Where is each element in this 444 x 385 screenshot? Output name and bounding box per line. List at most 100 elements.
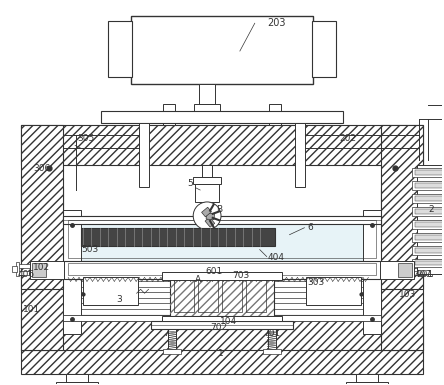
Bar <box>168 329 176 349</box>
Bar <box>246 280 266 312</box>
Bar <box>63 261 381 280</box>
Bar <box>222 280 242 312</box>
Bar <box>325 280 347 302</box>
Bar <box>381 188 423 350</box>
Bar <box>46 266 64 275</box>
Bar <box>306 280 316 290</box>
Text: 503: 503 <box>81 245 98 254</box>
Bar <box>412 271 425 275</box>
Bar <box>295 122 305 187</box>
Text: 203: 203 <box>268 18 286 28</box>
Bar <box>101 110 343 122</box>
Bar <box>415 248 444 253</box>
Bar <box>108 21 132 77</box>
Circle shape <box>193 202 221 230</box>
Bar <box>381 126 423 289</box>
Bar <box>329 283 343 299</box>
Bar <box>163 273 281 280</box>
Bar <box>415 170 444 175</box>
Text: 406: 406 <box>17 270 35 279</box>
Text: 306: 306 <box>33 164 51 173</box>
Bar <box>306 277 361 305</box>
Bar <box>383 268 395 273</box>
Text: 5: 5 <box>187 179 193 187</box>
Bar <box>307 283 325 286</box>
Bar <box>63 216 381 261</box>
Bar <box>415 222 444 227</box>
Bar <box>131 16 313 84</box>
Bar <box>268 329 276 349</box>
Bar <box>428 263 432 276</box>
Bar <box>21 315 423 350</box>
Bar <box>202 165 212 177</box>
Bar <box>380 261 414 280</box>
Bar <box>21 349 423 374</box>
Bar <box>19 264 32 268</box>
Bar <box>21 315 423 350</box>
Text: 703: 703 <box>232 271 249 280</box>
Bar <box>412 233 444 242</box>
Bar <box>412 246 444 254</box>
Bar <box>63 303 381 309</box>
Bar <box>193 177 221 184</box>
Bar <box>68 220 376 258</box>
Text: 7: 7 <box>163 330 169 338</box>
Text: 201: 201 <box>416 270 434 279</box>
Bar <box>163 104 175 126</box>
Text: 407: 407 <box>415 270 432 279</box>
Bar <box>21 126 423 165</box>
Text: 101: 101 <box>24 305 41 314</box>
Bar <box>381 126 423 289</box>
Bar <box>205 217 215 227</box>
Bar <box>163 349 181 354</box>
Text: 303: 303 <box>307 278 325 287</box>
Bar <box>202 207 211 217</box>
Bar <box>307 289 325 292</box>
Bar <box>63 216 381 224</box>
Text: 202: 202 <box>339 134 356 143</box>
Bar <box>415 196 444 201</box>
Bar <box>87 280 109 302</box>
Bar <box>170 276 274 316</box>
Bar <box>269 104 281 126</box>
Bar <box>346 382 388 385</box>
Bar <box>415 235 444 239</box>
Bar <box>363 210 381 334</box>
Text: 104: 104 <box>220 316 237 326</box>
Bar <box>56 382 98 385</box>
Text: 701: 701 <box>264 330 281 338</box>
Bar <box>412 207 444 216</box>
Bar <box>12 266 17 273</box>
Bar <box>139 122 149 187</box>
Bar <box>109 280 119 290</box>
Bar <box>174 280 194 312</box>
Text: 404: 404 <box>268 253 285 262</box>
Bar <box>119 283 137 286</box>
Bar <box>312 21 336 77</box>
Bar <box>63 315 381 321</box>
Bar <box>412 181 444 190</box>
Bar <box>30 261 64 280</box>
Bar <box>356 374 378 382</box>
Bar <box>66 374 88 382</box>
Bar <box>163 316 281 321</box>
Text: 702: 702 <box>210 323 227 331</box>
Bar <box>412 220 444 229</box>
Text: 601: 601 <box>205 267 222 276</box>
Bar <box>415 209 444 214</box>
Bar <box>198 280 218 312</box>
Text: 3: 3 <box>117 295 123 304</box>
Bar <box>170 276 274 316</box>
Text: 102: 102 <box>33 263 51 272</box>
Text: 305: 305 <box>77 134 94 143</box>
Bar <box>49 268 61 273</box>
Bar <box>81 228 275 246</box>
Bar <box>83 277 138 305</box>
Bar <box>380 266 398 275</box>
Bar <box>263 349 281 354</box>
Bar <box>32 263 46 277</box>
Text: A: A <box>195 275 201 284</box>
Bar <box>412 264 425 268</box>
Bar <box>306 293 316 303</box>
Bar <box>412 258 444 268</box>
